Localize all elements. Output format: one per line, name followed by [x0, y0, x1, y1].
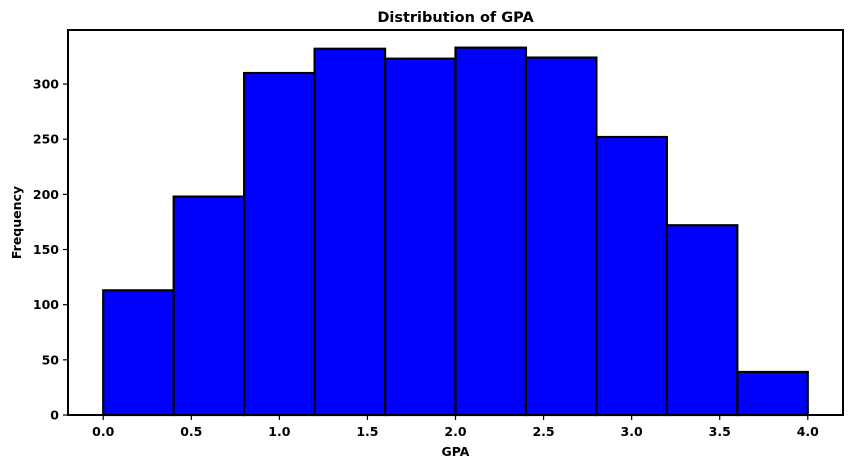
x-tick-label: 4.0: [797, 424, 819, 439]
y-tick-label: 150: [33, 242, 59, 257]
histogram-bar: [736, 370, 809, 417]
y-axis-label: Frequency: [9, 186, 24, 259]
x-tick-label: 1.5: [356, 424, 378, 439]
y-tick-label: 300: [33, 77, 59, 92]
x-tick-label: 3.5: [709, 424, 731, 439]
x-tick-label: 0.0: [92, 424, 114, 439]
histogram-bar: [102, 289, 175, 417]
x-tick-label: 2.5: [532, 424, 554, 439]
histogram-bar: [243, 71, 316, 417]
histogram-bar: [383, 57, 457, 417]
histogram-bar: [665, 224, 739, 417]
histogram-bar: [595, 135, 668, 417]
x-tick-label: 3.0: [621, 424, 643, 439]
y-tick-label: 100: [33, 297, 59, 312]
x-axis-ticks: 0.0 0.5 1.0 1.5 2.0 2.5 3.0 3.5 4.0: [92, 415, 819, 439]
bars-group: [102, 46, 809, 417]
x-tick-label: 2.0: [444, 424, 466, 439]
x-axis-label: GPA: [442, 444, 470, 459]
histogram-bar: [454, 46, 528, 417]
y-tick-label: 250: [33, 132, 59, 147]
histogram-bar: [172, 195, 246, 417]
y-tick-label: 200: [33, 187, 59, 202]
histogram-bar: [313, 47, 387, 417]
x-tick-label: 1.0: [268, 424, 290, 439]
y-tick-label: 50: [42, 352, 60, 367]
chart-title: Distribution of GPA: [377, 10, 534, 26]
plot-frame: [67, 29, 844, 416]
y-tick-label: 0: [50, 408, 59, 423]
x-tick-label: 0.5: [180, 424, 202, 439]
y-axis-ticks: 0 50 100 150 200 250 300: [33, 77, 68, 423]
histogram-bar: [524, 56, 598, 417]
